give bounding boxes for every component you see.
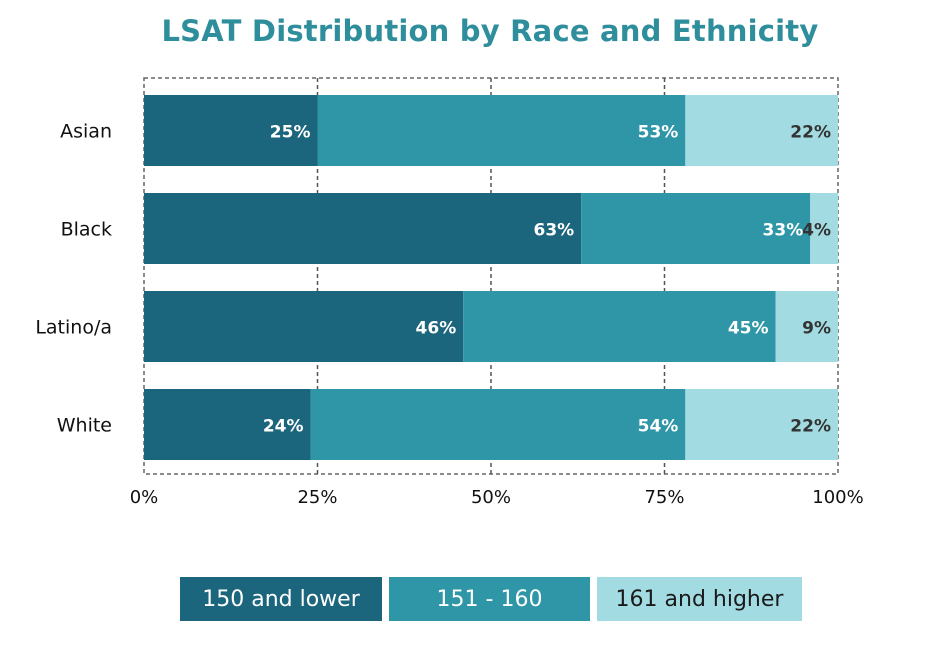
- legend-item-150-and-lower: 150 and lower: [180, 577, 382, 621]
- bar-black-151-160: [581, 193, 811, 264]
- data-label-latino-a-151-160: 45%: [728, 319, 769, 339]
- bar-asian-151-160: [317, 95, 686, 166]
- data-label-white-150-and-lower: 24%: [263, 417, 304, 437]
- legend: 150 and lower 151 - 160 161 and higher: [180, 577, 802, 621]
- chart-title: LSAT Distribution by Race and Ethnicity: [161, 14, 819, 48]
- bar-asian-150-and-lower: [144, 95, 318, 166]
- legend-item-151-160: 151 - 160: [389, 577, 590, 621]
- data-label-asian-150-and-lower: 25%: [270, 123, 311, 143]
- x-tick-label-0: 0%: [130, 487, 159, 508]
- data-label-asian-151-160: 53%: [638, 123, 679, 143]
- data-label-black-161-and-higher: 4%: [802, 221, 831, 241]
- bar-black-150-and-lower: [144, 193, 582, 264]
- category-label-asian: Asian: [60, 121, 112, 143]
- plot-area: Asian 25% 53% 22% Black 63% 33%4% Latino/a 46% 45…: [35, 77, 864, 508]
- bar-latino-a-150-and-lower: [144, 291, 464, 362]
- data-label-latino-a-161-and-higher: 9%: [802, 319, 831, 339]
- bar-white-150-and-lower: [144, 389, 311, 460]
- legend-item-161-and-higher: 161 and higher: [597, 577, 802, 621]
- data-label-white-161-and-higher: 22%: [790, 417, 831, 437]
- bar-latino-a-151-160: [463, 291, 776, 362]
- bar-latino-a-161-and-higher: [775, 291, 838, 362]
- x-tick-label-75: 75%: [644, 487, 684, 508]
- bar-asian-161-and-higher: [685, 95, 838, 166]
- data-label-white-151-160: 54%: [638, 417, 679, 437]
- x-tick-label-50: 50%: [471, 487, 511, 508]
- data-label-latino-a-150-and-lower: 46%: [416, 319, 457, 339]
- bar-white-161-and-higher: [685, 389, 838, 460]
- x-tick-label-100: 100%: [812, 487, 863, 508]
- x-tick-label-25: 25%: [297, 487, 337, 508]
- data-label-black-150-and-lower: 63%: [534, 221, 575, 241]
- category-label-white: White: [57, 415, 112, 437]
- bar-white-151-160: [310, 389, 686, 460]
- bar-black-161-and-higher: [810, 193, 838, 264]
- category-label-latino-a: Latino/a: [35, 317, 112, 339]
- data-label-black-151-160: 33%: [763, 221, 804, 241]
- category-label-black: Black: [61, 219, 112, 241]
- data-label-asian-161-and-higher: 22%: [790, 123, 831, 143]
